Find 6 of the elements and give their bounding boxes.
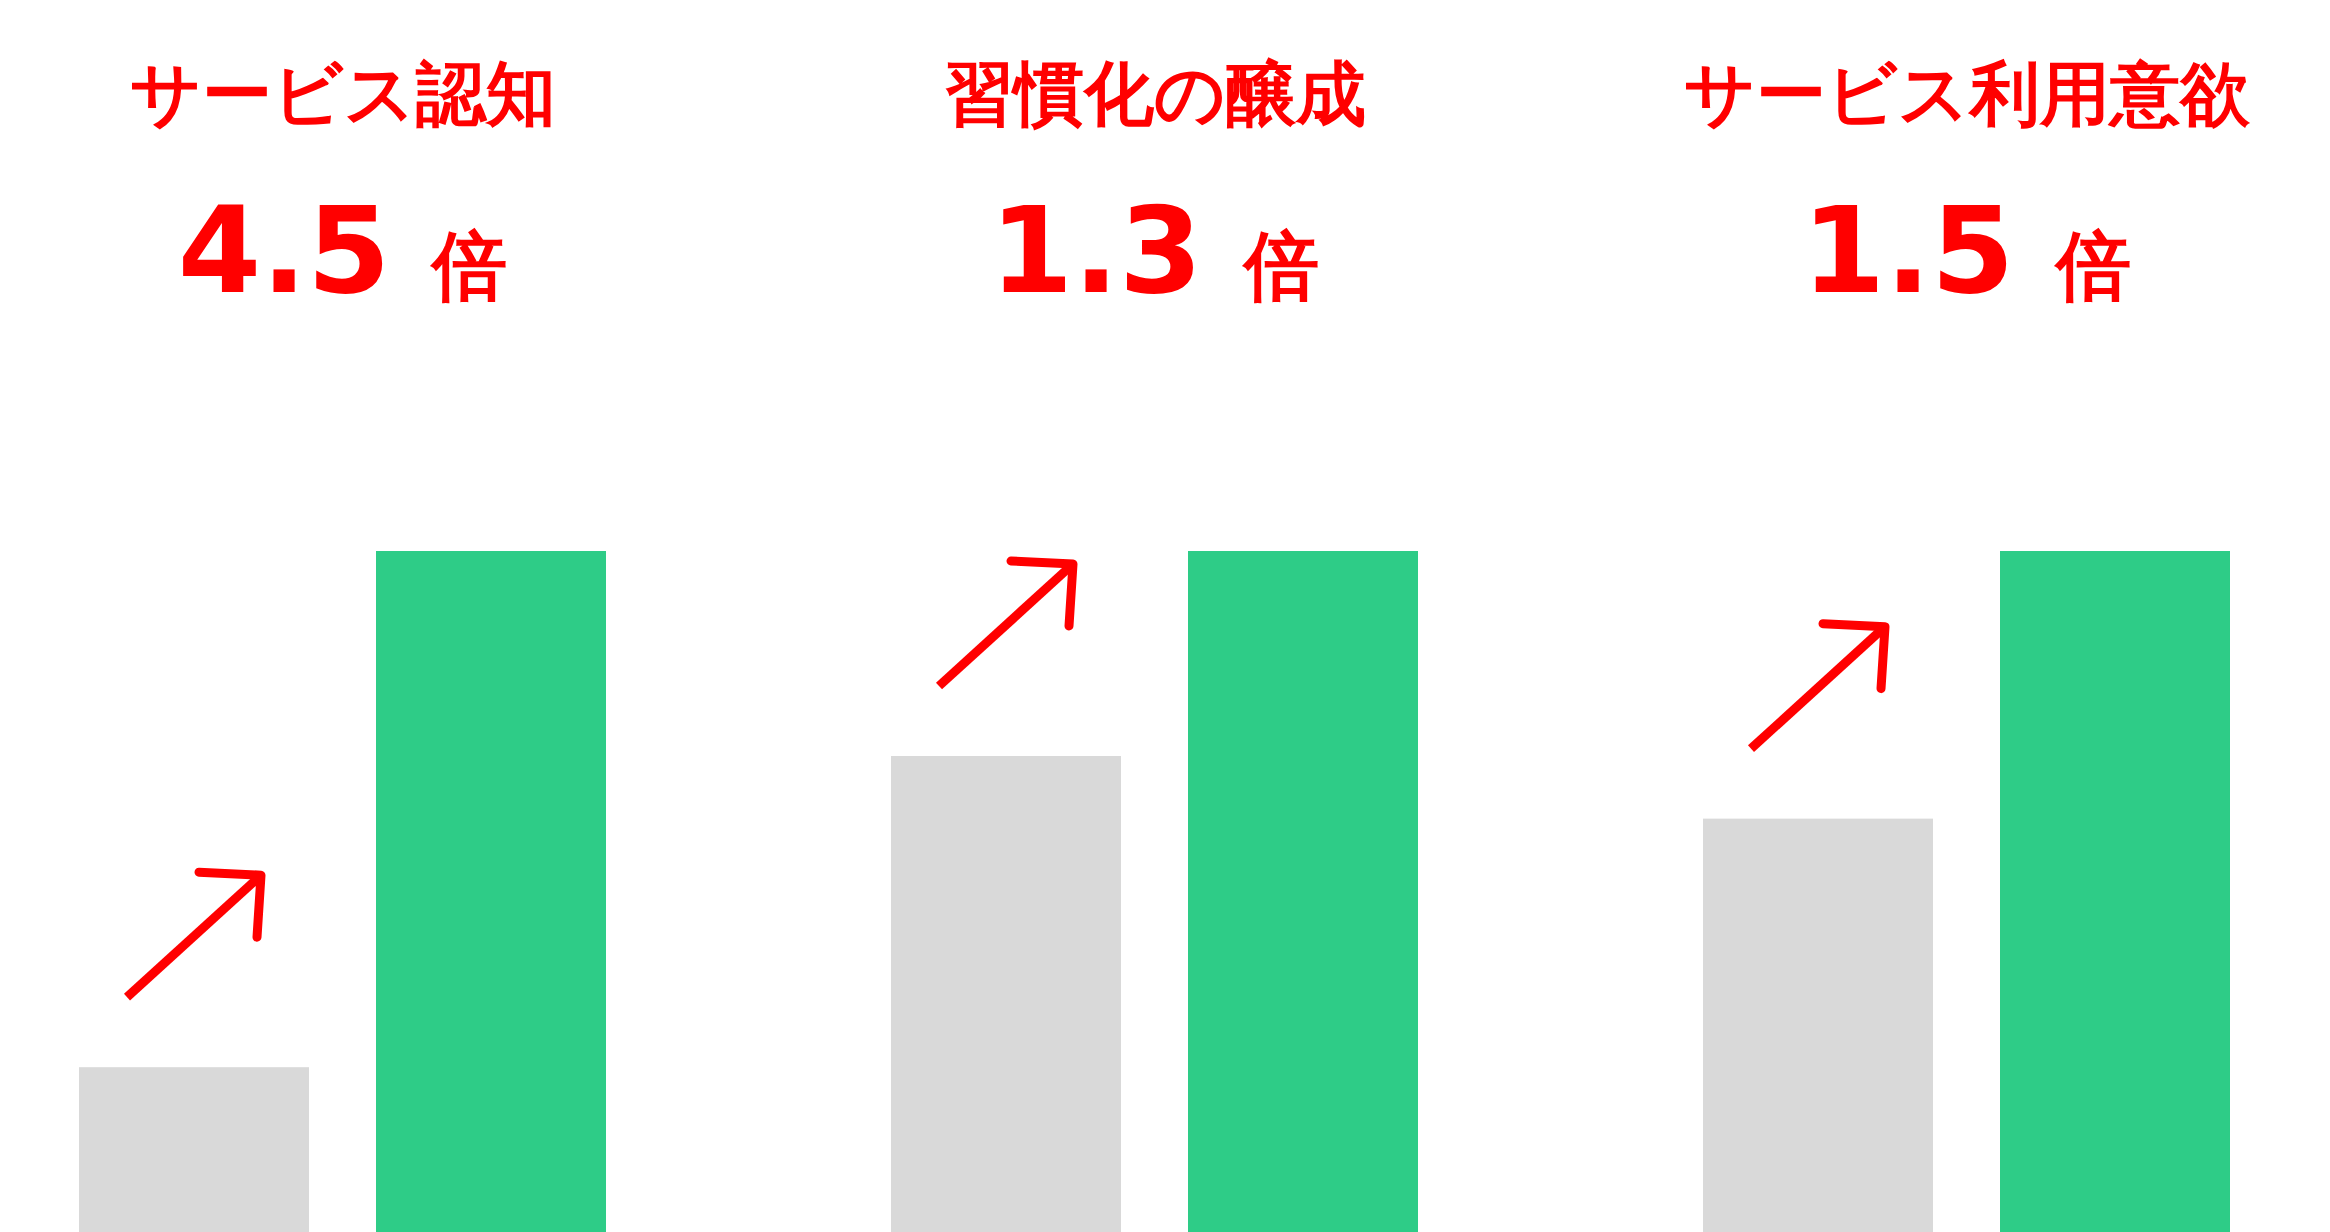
- chart-title: サービス利用意欲: [1683, 53, 2251, 135]
- chart-title: 習慣化の醸成: [943, 53, 1366, 135]
- chart-subtitle: 4.5 倍: [177, 181, 508, 320]
- chart-title: サービス認知: [129, 53, 556, 135]
- chart-subtitle: 1.3 倍: [989, 181, 1320, 320]
- chart-subtitle: 1.5 倍: [1801, 181, 2132, 320]
